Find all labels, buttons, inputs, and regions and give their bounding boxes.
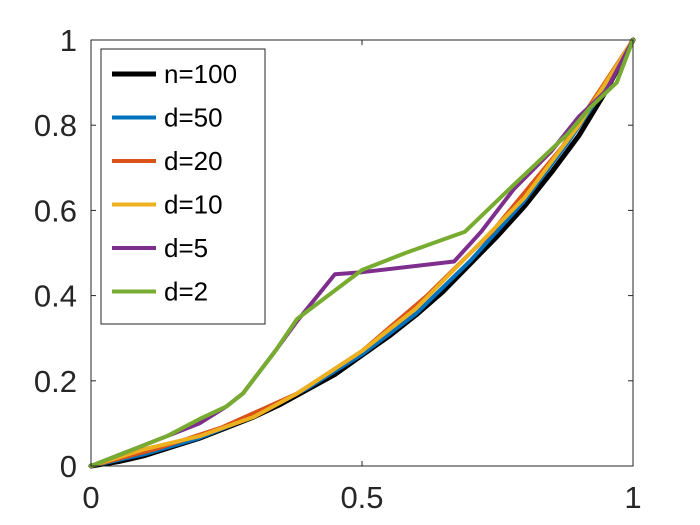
y-tick-label: 0.6 xyxy=(34,193,77,228)
legend-label: n=100 xyxy=(164,59,237,89)
x-tick-label: 0 xyxy=(82,480,99,515)
y-tick-label: 0.4 xyxy=(34,279,77,314)
y-tick-label: 0.2 xyxy=(34,364,77,399)
legend-label: d=10 xyxy=(164,190,223,220)
y-tick-label: 0.8 xyxy=(34,108,77,143)
legend-label: d=20 xyxy=(164,146,223,176)
legend-box xyxy=(100,48,266,325)
legend-label: d=2 xyxy=(164,277,208,307)
x-tick-label: 1 xyxy=(624,480,641,515)
legend-label: d=50 xyxy=(164,103,223,133)
x-tick-label: 0.5 xyxy=(340,480,383,515)
legend: n=100 d=50 d=20 d=10 d=5 d=2 xyxy=(100,48,266,325)
series-line-d-2 xyxy=(89,38,635,468)
y-tick-label: 0 xyxy=(60,449,77,484)
series-layer xyxy=(88,37,636,469)
y-tick-label: 1 xyxy=(60,23,77,58)
axes-layer: 0 0.5 1 0 0.2 0.4 0.6 0.8 1 xyxy=(34,23,642,515)
series-line-d-10 xyxy=(89,38,635,468)
legend-label: d=5 xyxy=(164,233,208,263)
